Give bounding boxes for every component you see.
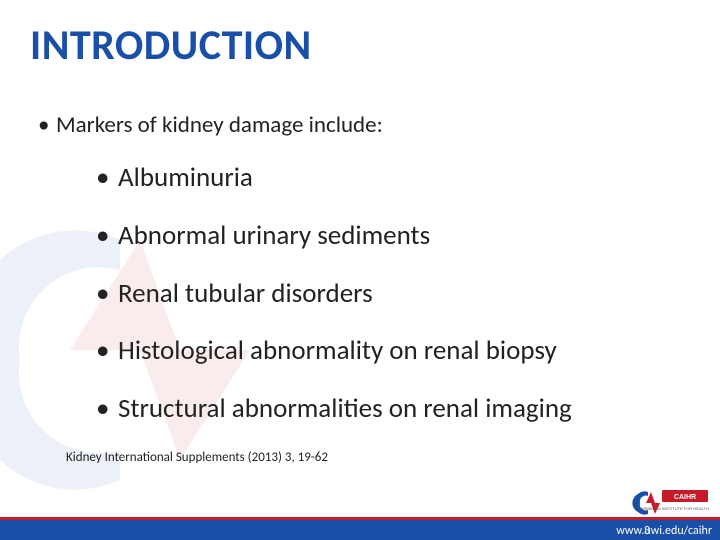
outer-bullet-text: Markers of kidney damage include: [56,111,383,139]
inner-bullet-text: Histological abnormality on renal biopsy [118,334,557,367]
slide-title: INTRODUCTION [30,20,690,71]
inner-bullet-text: Abnormal urinary sediments [118,219,430,252]
footer-accent-blue [0,520,720,540]
footer-url: www.uwi.edu/caihr [616,524,712,538]
inner-bullet-text: Structural abnormalities on renal imagin… [118,392,572,425]
svg-text:CAIHR: CAIHR [674,494,696,501]
slide-body: INTRODUCTION Markers of kidney damage in… [0,0,720,540]
inner-bullet-item: Structural abnormalities on renal imagin… [96,392,690,426]
inner-bullet-item: Histological abnormality on renal biopsy [96,334,690,368]
footer-logo: CAIHR CARIBBEAN INSTITUTE FOR HEALTH RES… [632,488,710,518]
slide-footer: CAIHR CARIBBEAN INSTITUTE FOR HEALTH RES… [0,514,720,540]
inner-bullet-text: Albuminuria [118,161,253,194]
inner-bullet-text: Renal tubular disorders [118,277,373,310]
inner-bullet-item: Abnormal urinary sediments [96,219,690,253]
inner-bullet-item: Albuminuria [96,161,690,195]
outer-bullet-list: Markers of kidney damage include: Albumi… [30,111,690,426]
svg-text:CARIBBEAN INSTITUTE FOR HEALTH: CARIBBEAN INSTITUTE FOR HEALTH RESEARCH [638,506,710,511]
citation-text: Kidney International Supplements (2013) … [30,450,690,465]
inner-bullet-item: Renal tubular disorders [96,277,690,311]
inner-bullet-list: Albuminuria Abnormal urinary sediments R… [56,161,690,426]
outer-bullet-item: Markers of kidney damage include: Albumi… [38,111,690,426]
